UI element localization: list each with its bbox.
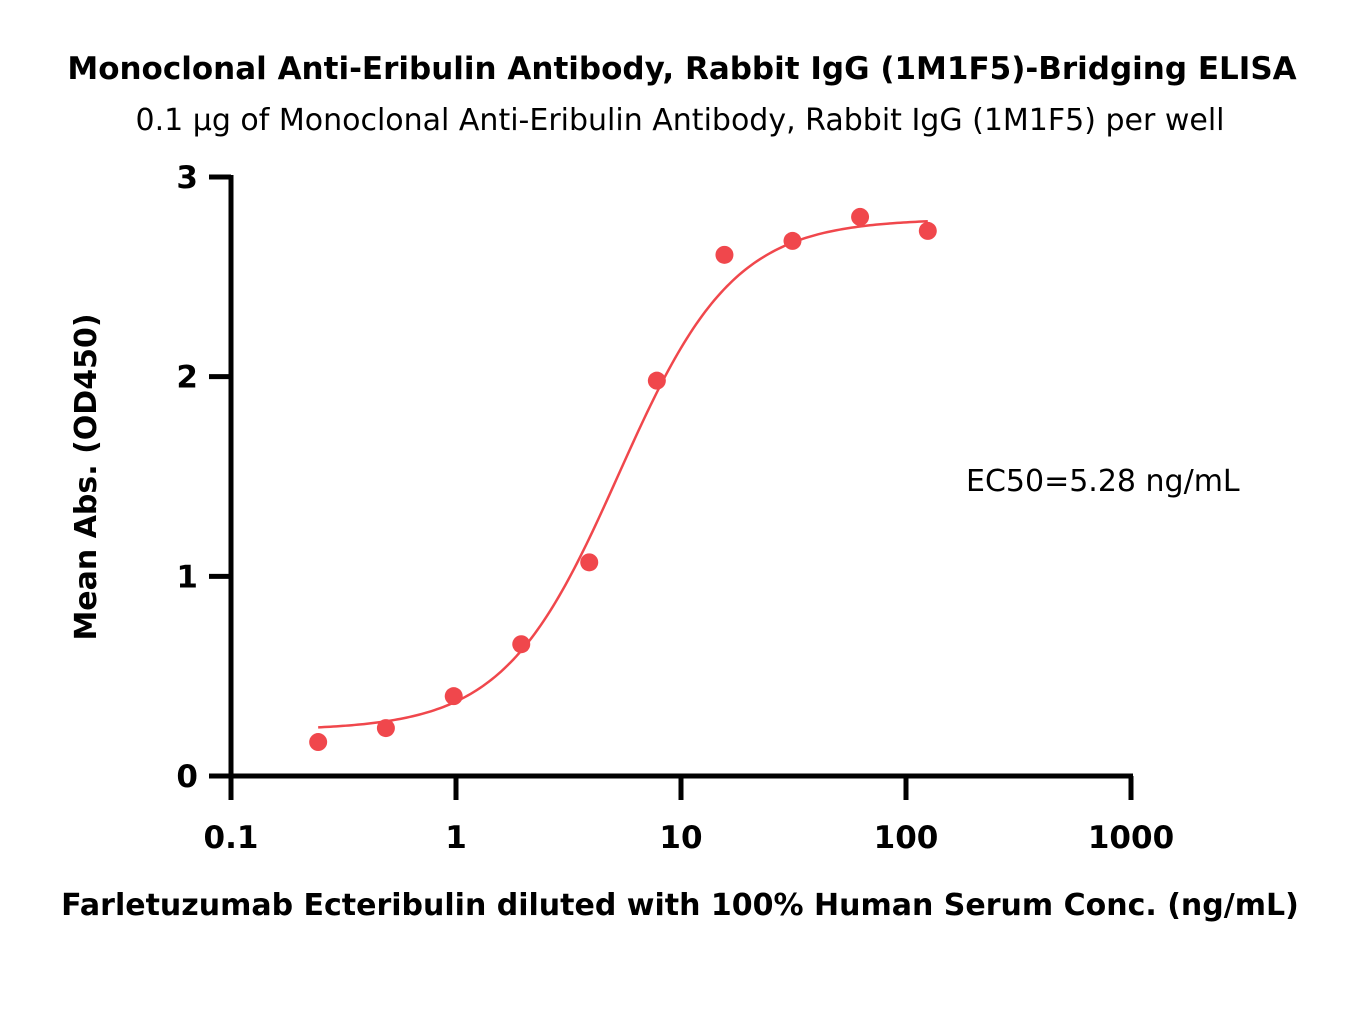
data-point [580, 553, 599, 572]
y-tick-label: 3 [176, 160, 198, 196]
data-point [715, 245, 734, 264]
fit-curve-layer [318, 220, 928, 729]
x-tick-label: 10 [659, 820, 702, 856]
tick-labels-layer: 0 1 2 3 0.1 1 10 100 1000 [176, 160, 1174, 856]
data-point [647, 371, 666, 390]
y-axis-label: Mean Abs. (OD450) [69, 313, 104, 640]
x-tick-label: 100 [874, 820, 939, 856]
x-tick-label: 1 [445, 820, 467, 856]
y-tick-label: 2 [176, 360, 198, 396]
data-point [851, 207, 870, 226]
y-tick-label: 0 [176, 759, 198, 795]
data-point [444, 687, 463, 706]
x-tick-label: 1000 [1088, 820, 1174, 856]
x-tick-label: 0.1 [204, 820, 259, 856]
ec50-annotation: EC50=5.28 ng/mL [966, 464, 1240, 499]
axes [209, 174, 1134, 800]
y-tick-label: 1 [176, 559, 198, 595]
chart-subtitle: 0.1 µg of Monoclonal Anti-Eribulin Antib… [135, 103, 1224, 138]
data-point [376, 719, 395, 738]
data-point [512, 635, 531, 654]
fit-curve [318, 220, 928, 729]
chart-title: Monoclonal Anti-Eribulin Antibody, Rabbi… [67, 51, 1296, 87]
x-axis-label: Farletuzumab Ecteribulin diluted with 10… [61, 888, 1299, 923]
data-point [918, 221, 937, 240]
data-point [783, 231, 802, 250]
data-points-layer [309, 207, 937, 752]
data-point [309, 733, 328, 752]
